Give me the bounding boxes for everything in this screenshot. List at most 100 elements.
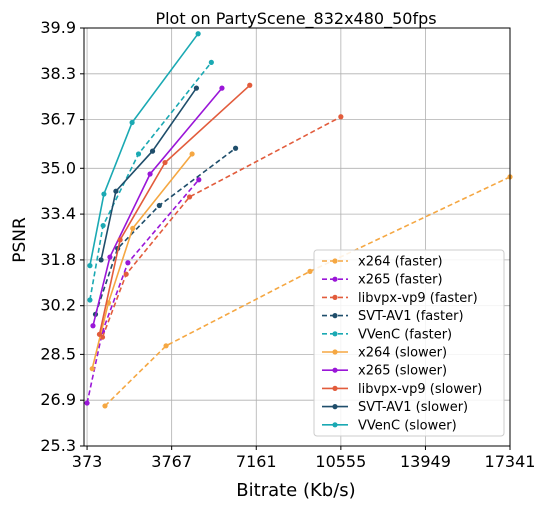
series-line	[104, 176, 511, 407]
y-axis-label: PSNR	[10, 217, 30, 263]
series-line	[100, 87, 198, 261]
legend-box	[313, 249, 505, 437]
legend-item: libvpx-vp9 (slower)	[322, 382, 482, 397]
data-point	[84, 400, 90, 406]
data-point	[130, 225, 136, 232]
y-tick-label: 36.7	[40, 110, 76, 129]
series-line	[94, 147, 237, 315]
series-line	[89, 33, 199, 266]
legend-item: x265 (faster)	[322, 273, 443, 288]
legend-item: x264 (slower)	[322, 346, 447, 361]
data-point	[125, 260, 131, 266]
series-4	[87, 59, 214, 303]
x-axis-label: Bitrate (Kb/s)	[236, 480, 355, 501]
legend-label: x265 (faster)	[358, 273, 443, 288]
y-tick-label: 31.8	[40, 250, 76, 269]
data-point	[113, 188, 119, 194]
legend-item: x264 (faster)	[322, 255, 443, 270]
x-axis: 373 3767 7161 10555 13949 17341	[72, 446, 536, 471]
data-point	[189, 151, 195, 157]
legend-marker	[332, 349, 338, 355]
data-point	[129, 119, 135, 126]
y-tick-label: 26.9	[40, 390, 76, 409]
x-tick-label: 13949	[400, 452, 451, 471]
legend-item: VVenC (faster)	[322, 327, 452, 342]
legend-item: VVenC (slower)	[322, 418, 457, 433]
y-tick-label: 28.5	[40, 344, 76, 363]
legend-label: VVenC (slower)	[358, 418, 457, 433]
series-2	[99, 114, 344, 340]
data-point	[163, 343, 169, 349]
series-line	[92, 87, 223, 326]
legend-label: x264 (faster)	[358, 255, 443, 270]
data-point	[117, 237, 123, 243]
legend-marker	[332, 331, 338, 337]
y-tick-label: 35.0	[40, 158, 76, 177]
legend-label: VVenC (faster)	[358, 327, 452, 342]
legend-item: libvpx-vp9 (faster)	[322, 291, 478, 306]
x-tick-label: 10555	[315, 452, 366, 471]
series-6	[90, 85, 225, 329]
legend-item: x265 (slower)	[322, 364, 447, 379]
x-tick-label: 7161	[236, 452, 277, 471]
data-point	[193, 85, 200, 91]
data-point	[232, 145, 239, 151]
x-tick-label: 17341	[485, 452, 536, 471]
data-point	[156, 202, 162, 209]
data-point	[219, 85, 225, 91]
data-point	[87, 263, 93, 269]
legend-marker	[332, 367, 338, 373]
series-9	[87, 31, 201, 269]
legend: x264 (faster) x265 (faster) libvpx-vp9 (fa…	[313, 249, 505, 437]
plot-frame	[83, 27, 511, 447]
data-point	[186, 194, 193, 200]
data-point	[87, 297, 93, 303]
y-tick-label: 39.9	[40, 18, 76, 37]
data-point	[98, 257, 104, 263]
series-layer	[84, 31, 513, 409]
data-point	[101, 191, 107, 197]
data-point	[162, 159, 168, 166]
data-point	[147, 171, 153, 177]
legend-marker	[332, 385, 338, 391]
x-tick-label: 3767	[151, 452, 192, 471]
legend-item: SVT-AV1 (slower)	[322, 400, 468, 415]
data-point	[100, 222, 106, 229]
data-point	[307, 268, 313, 274]
legend-marker	[332, 294, 338, 300]
series-3	[92, 145, 239, 317]
y-tick-label: 33.4	[40, 204, 76, 223]
y-axis: 25.3 26.9 28.5 30.2 31.8 33.4 35.0 36.7 38.3 39.9	[40, 18, 84, 455]
data-point	[102, 403, 108, 409]
legend-label: x265 (slower)	[358, 364, 447, 379]
series-7	[96, 82, 253, 337]
legend-label: x264 (slower)	[358, 346, 447, 361]
legend-marker	[332, 422, 338, 428]
series-line	[86, 179, 200, 404]
legend-label: libvpx-vp9 (slower)	[358, 382, 482, 397]
chart-title: Plot on PartyScene_832x480_50fps	[155, 9, 436, 29]
series-line	[89, 61, 212, 301]
data-point	[195, 31, 201, 37]
legend-label: SVT-AV1 (slower)	[358, 400, 468, 415]
legend-label: libvpx-vp9 (faster)	[358, 291, 478, 306]
series-line	[98, 84, 251, 335]
data-point	[196, 177, 202, 183]
y-tick-label: 25.3	[40, 436, 76, 455]
legend-marker	[332, 313, 338, 319]
legend-marker	[332, 404, 338, 410]
series-8	[98, 85, 200, 263]
data-point	[247, 82, 253, 88]
data-point	[123, 271, 129, 277]
legend-item: SVT-AV1 (faster)	[322, 309, 464, 324]
data-point	[96, 331, 103, 337]
data-point	[208, 59, 214, 65]
y-tick-label: 30.2	[40, 296, 76, 315]
data-point	[89, 366, 95, 372]
data-point	[338, 114, 344, 120]
data-point	[135, 151, 142, 157]
y-tick-label: 38.3	[40, 64, 76, 83]
data-point	[90, 323, 96, 329]
data-point	[107, 254, 113, 260]
